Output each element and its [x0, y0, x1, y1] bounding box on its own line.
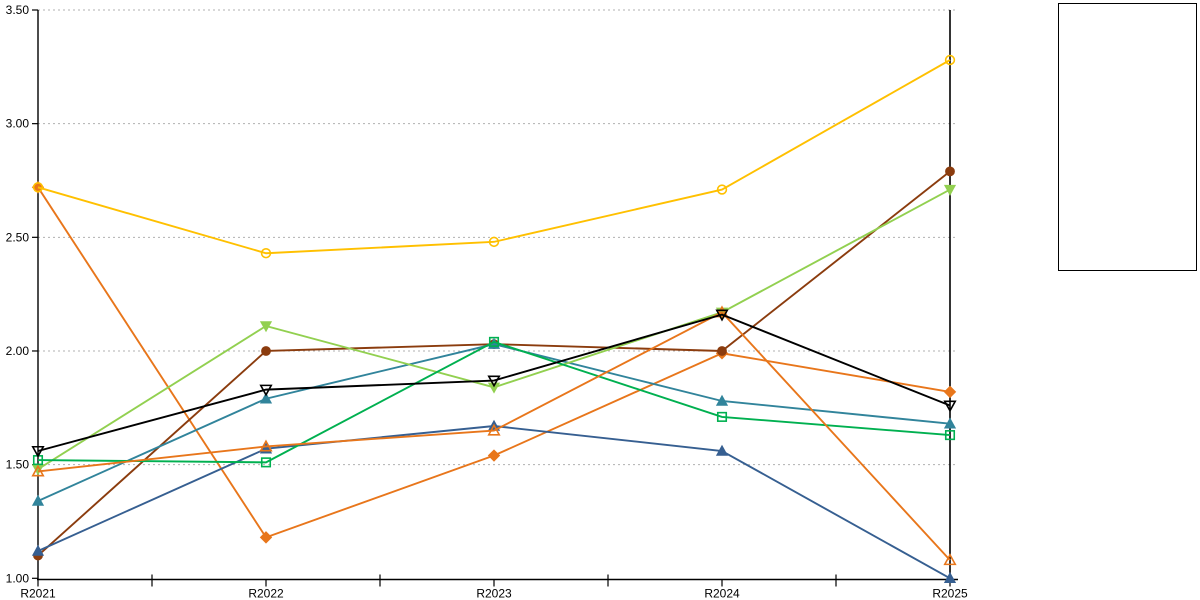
triangle-up-marker [487, 423, 501, 436]
circle-marker [261, 346, 271, 356]
square-marker [488, 336, 500, 347]
series-line-105-001-a-v-ce [37, 311, 951, 561]
triangle-up-marker [259, 439, 273, 452]
series-line-80-001-a-105-000 [37, 59, 951, 255]
diamond-marker [487, 449, 501, 462]
circle-marker [488, 236, 500, 248]
triangle-up-marker [715, 305, 729, 318]
triangle-down-marker [487, 382, 501, 394]
x-tick-label: R2022 [248, 587, 284, 600]
diamond-marker [259, 531, 273, 544]
square-marker [944, 430, 956, 441]
triangle-up-marker [31, 494, 45, 506]
circle-marker [260, 248, 272, 259]
x-tick-label: R2021 [20, 587, 56, 600]
triangle-down-marker [31, 445, 45, 458]
triangle-down-marker [715, 309, 729, 322]
triangle-up-marker [943, 553, 957, 566]
triangle-up-marker [259, 392, 273, 404]
y-tick-label: 3.00 [6, 117, 30, 131]
triangle-up-marker [715, 394, 729, 406]
x-tick-label: R2025 [932, 587, 968, 600]
legend [1058, 3, 1197, 271]
circle-marker [716, 184, 728, 195]
circle-marker [717, 346, 727, 356]
triangle-down-marker [487, 375, 501, 388]
x-tick-label: R2023 [476, 587, 512, 600]
series-line-21-001-a-25-000 [37, 170, 951, 557]
circle-marker [32, 182, 44, 193]
series-line-v-echna-m-sta [37, 313, 951, 452]
y-tick-label: 3.50 [6, 3, 30, 17]
triangle-up-marker [31, 464, 45, 477]
square-marker [716, 411, 728, 422]
series-line-65-001-a-80-000 [37, 340, 951, 464]
triangle-up-marker [715, 444, 729, 456]
triangle-down-marker [943, 184, 957, 196]
triangle-up-marker [31, 544, 45, 556]
y-tick-label: 2.00 [6, 344, 30, 358]
triangle-up-marker [943, 417, 957, 429]
y-tick-label: 1.00 [6, 571, 30, 585]
circle-marker [944, 54, 956, 66]
series-line-35-001-a-50-000 [37, 425, 951, 580]
series-line-do-21-000 [37, 186, 951, 539]
triangle-up-marker [943, 572, 957, 584]
triangle-down-marker [943, 400, 957, 413]
y-tick-label: 2.50 [6, 230, 30, 244]
x-tick-label: R2024 [704, 587, 740, 600]
triangle-down-marker [259, 384, 273, 397]
triangle-down-marker [259, 321, 273, 333]
diamond-marker [943, 385, 957, 399]
square-marker [260, 457, 272, 468]
circle-marker [945, 166, 955, 177]
y-tick-label: 1.50 [6, 458, 30, 472]
